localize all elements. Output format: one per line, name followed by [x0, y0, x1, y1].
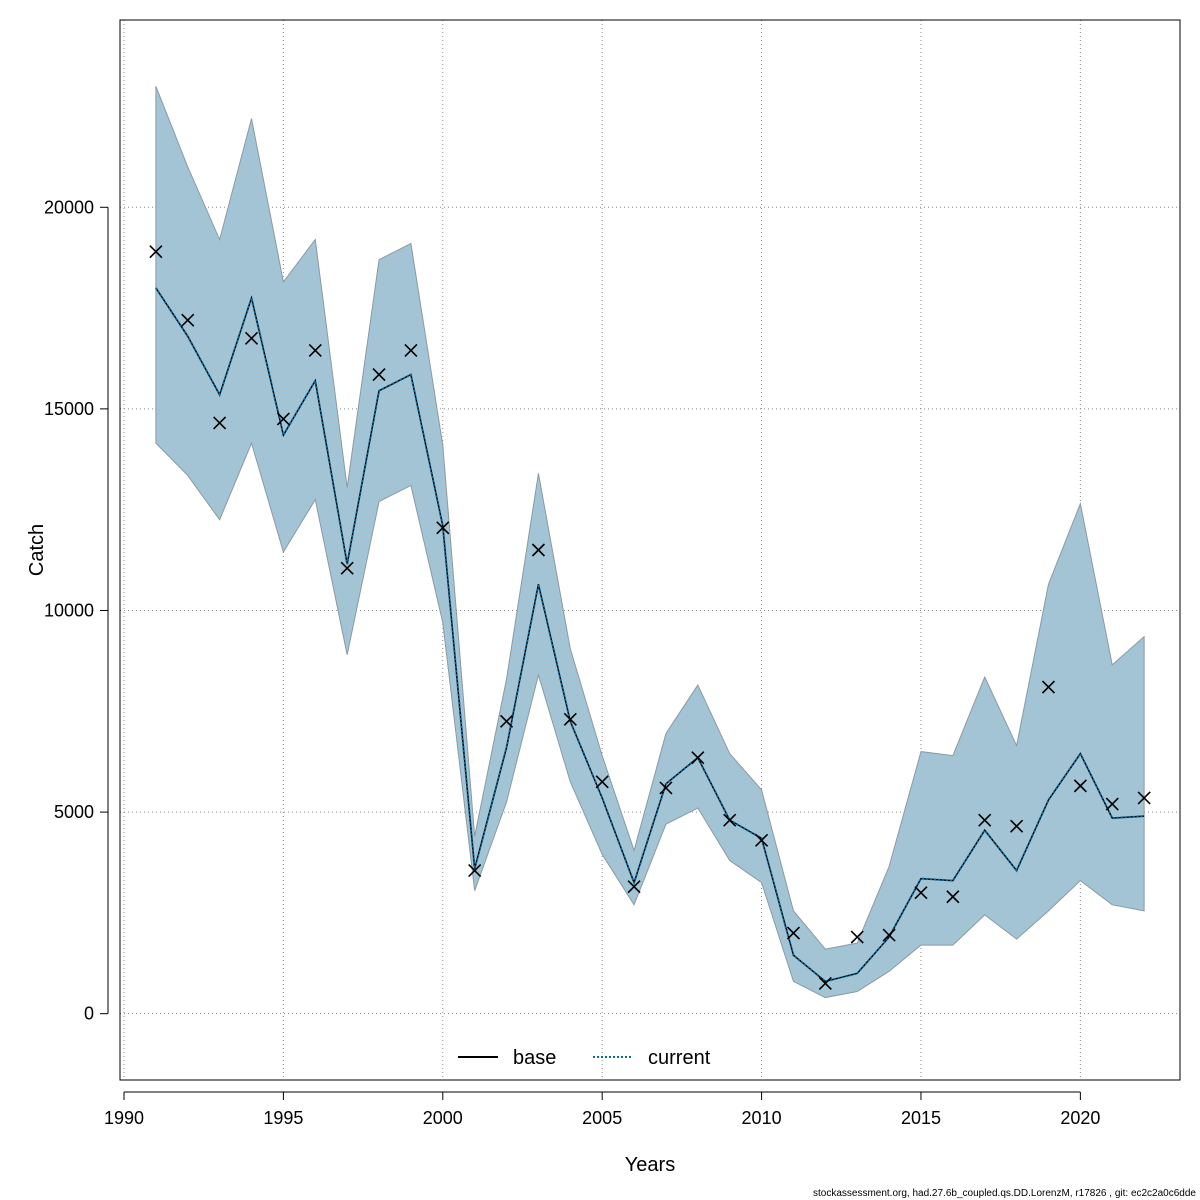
x-tick-label-2015: 2015	[901, 1108, 941, 1128]
observed-point-2014	[882, 928, 896, 942]
observed-point-2017	[978, 813, 992, 827]
observed-point-1994	[244, 331, 259, 345]
x-tick-label-2000: 2000	[423, 1108, 463, 1128]
observed-point-2020	[1073, 779, 1087, 793]
legend-label-current: current	[648, 1047, 711, 1069]
y-tick-label-0: 0	[84, 1004, 94, 1024]
observed-point-2004	[563, 712, 577, 726]
observed-point-2000	[436, 521, 450, 535]
y-tick-label-10000: 10000	[44, 600, 94, 620]
x-tick-label-2010: 2010	[742, 1108, 782, 1128]
observed-point-2011	[786, 926, 801, 940]
legend-label-base: base	[513, 1047, 556, 1069]
legend: base current	[458, 1047, 711, 1069]
observed-point-2021	[1105, 797, 1119, 811]
observed-point-2001	[468, 863, 482, 878]
observed-point-1993	[213, 416, 227, 430]
x-tick-label-2005: 2005	[582, 1108, 622, 1128]
observed-point-2018	[1010, 819, 1024, 833]
observed-point-2016	[946, 890, 960, 904]
observed-point-1992	[181, 313, 195, 327]
observed-point-2008	[691, 751, 705, 765]
observed-point-2003	[531, 543, 545, 557]
observed-point-1998	[372, 368, 386, 382]
series-lines	[155, 287, 1145, 983]
observed-point-2006	[627, 880, 641, 894]
x-tick-label-2020: 2020	[1060, 1108, 1100, 1128]
y-tick-label-15000: 15000	[44, 399, 94, 419]
footer-text: stockassessment.org, had.27.6b_coupled.q…	[813, 1188, 1196, 1199]
axes: 1990 1995 2000 2005 2010 2015 2020 0 5000 10000 15…	[44, 197, 1100, 1128]
y-tick-label-5000: 5000	[54, 802, 94, 822]
observed-point-2010	[755, 833, 769, 847]
y-axis-title: Catch	[26, 524, 48, 576]
series-line-current	[155, 287, 1145, 983]
observed-point-2013	[850, 930, 864, 944]
observed-point-2019	[1041, 680, 1056, 694]
observed-point-2015	[914, 886, 928, 900]
observed-point-2009	[723, 813, 737, 827]
observed-point-1996	[308, 343, 322, 357]
observed-point-1995	[276, 412, 290, 426]
observed-point-2022	[1137, 791, 1151, 805]
observed-point-1997	[340, 561, 354, 575]
observed-point-1991	[149, 245, 163, 259]
observed-point-2007	[659, 781, 673, 795]
observed-markers	[149, 245, 1151, 991]
observed-point-2002	[499, 714, 514, 728]
confidence-band	[155, 86, 1145, 999]
plot-frame	[119, 19, 1181, 1081]
observed-point-2005	[595, 775, 609, 789]
x-tick-label-1990: 1990	[104, 1108, 144, 1128]
x-tick-label-1995: 1995	[263, 1108, 303, 1128]
x-axis-title: Years	[625, 1154, 675, 1176]
y-tick-label-20000: 20000	[44, 197, 94, 217]
observed-point-2012	[818, 976, 832, 991]
observed-point-1999	[404, 343, 418, 357]
